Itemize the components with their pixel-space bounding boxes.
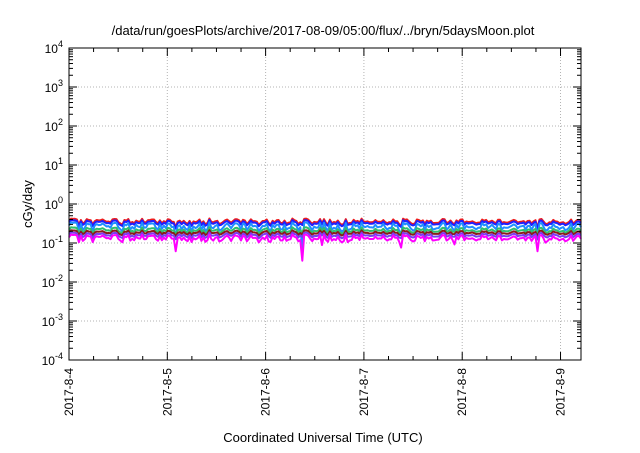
x-tick-label: 2017-8-6	[259, 368, 273, 416]
x-tick-label: 2017-8-4	[62, 368, 76, 416]
x-axis-label: Coordinated Universal Time (UTC)	[223, 430, 422, 445]
x-tick-label: 2017-8-7	[357, 368, 371, 416]
y-axis: 10-4 10-3 10-2 10-1 100 101 102 103 104	[42, 39, 581, 368]
series-line	[68, 226, 582, 236]
y-tick-label: 10-4	[42, 351, 63, 368]
series-layer	[68, 217, 582, 262]
series-line	[68, 221, 582, 250]
chart-title: /data/run/goesPlots/archive/2017-08-09/0…	[112, 23, 535, 38]
y-tick-label: 10-1	[42, 234, 63, 251]
y-tick-label: 10-3	[42, 312, 63, 329]
series-line	[68, 233, 582, 262]
y-tick-label: 101	[45, 156, 63, 173]
y-tick-label: 10-2	[42, 273, 63, 290]
series-line	[68, 229, 582, 238]
y-tick-label: 100	[45, 195, 63, 212]
x-axis: 2017-8-4 2017-8-5 2017-8-6 2017-8-7 2017-8-8…	[62, 48, 568, 416]
grid	[69, 48, 581, 360]
x-tick-label: 2017-8-9	[554, 368, 568, 416]
y-axis-label: cGy/day	[20, 180, 35, 228]
series-line	[68, 231, 582, 241]
series-line	[68, 219, 582, 230]
y-tick-label: 103	[45, 78, 63, 95]
x-tick-label: 2017-8-8	[455, 368, 469, 416]
y-tick-label: 102	[45, 117, 63, 134]
y-tick-label: 104	[45, 39, 63, 56]
x-tick-label: 2017-8-5	[160, 368, 174, 416]
